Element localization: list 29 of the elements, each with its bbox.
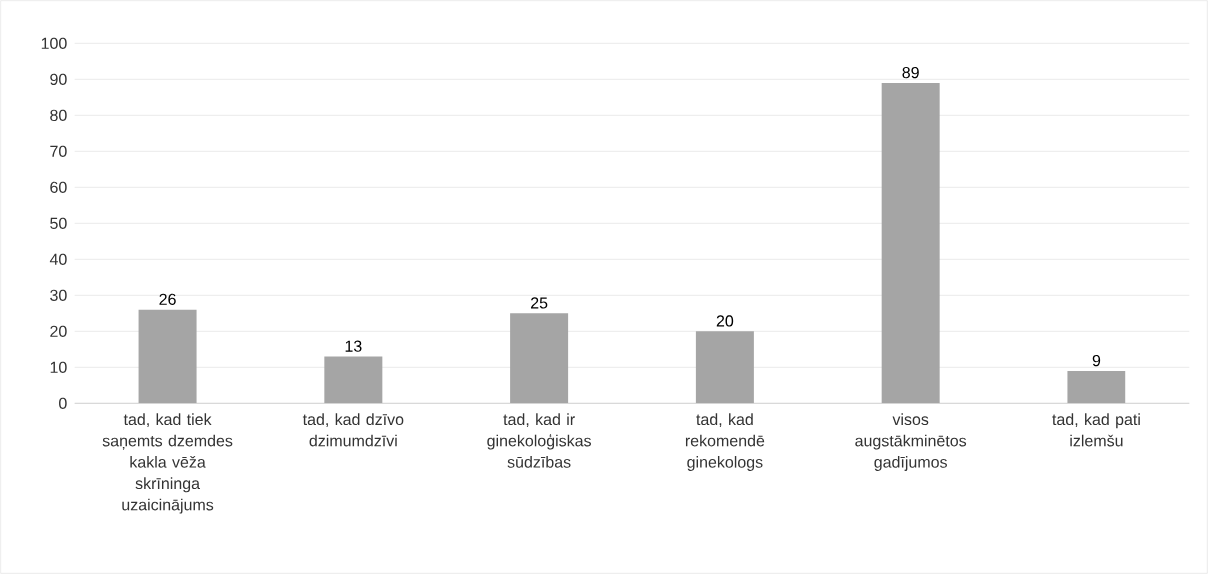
- y-tick-label: 20: [50, 325, 67, 337]
- y-tick-label: 10: [50, 361, 67, 373]
- bar: [324, 356, 383, 404]
- data-label: 20: [716, 315, 734, 327]
- y-tick-label: 40: [49, 253, 67, 265]
- data-label: 89: [902, 66, 919, 79]
- y-tick-label: 60: [50, 181, 67, 193]
- y-tick-label: 50: [50, 217, 67, 229]
- data-label: 13: [345, 340, 362, 352]
- data-label: 26: [159, 293, 176, 305]
- x-tick-label: tad, kad rekomendē ginekologs: [685, 413, 765, 471]
- x-tick-label: tad, kad tiek saņemts dzemdes kakla vēža skrīninga uzaicinājums: [102, 413, 233, 514]
- y-tick-label: 100: [41, 37, 67, 49]
- data-label: 25: [531, 297, 548, 309]
- y-tick-label: 80: [50, 109, 67, 121]
- y-tick-label: 90: [50, 73, 67, 85]
- bar: [510, 313, 569, 404]
- data-label: 9: [1092, 354, 1101, 367]
- bar: [695, 331, 754, 404]
- x-tick-label: tad, kad dzīvo dzimumdzīvi: [302, 413, 404, 447]
- x-tick-label: tad, kad pati izlemšu: [1052, 413, 1140, 447]
- y-tick-label: 70: [50, 145, 67, 157]
- bar: [881, 82, 940, 404]
- bar: [1067, 370, 1126, 404]
- x-tick-label: tad, kad ir ginekoloģiskas sūdzības: [487, 413, 591, 468]
- y-tick-label: 0: [59, 397, 67, 409]
- bar: [138, 309, 197, 404]
- y-tick-label: 30: [50, 289, 67, 301]
- x-tick-label: visos augstākminētos gadījumos: [855, 413, 967, 471]
